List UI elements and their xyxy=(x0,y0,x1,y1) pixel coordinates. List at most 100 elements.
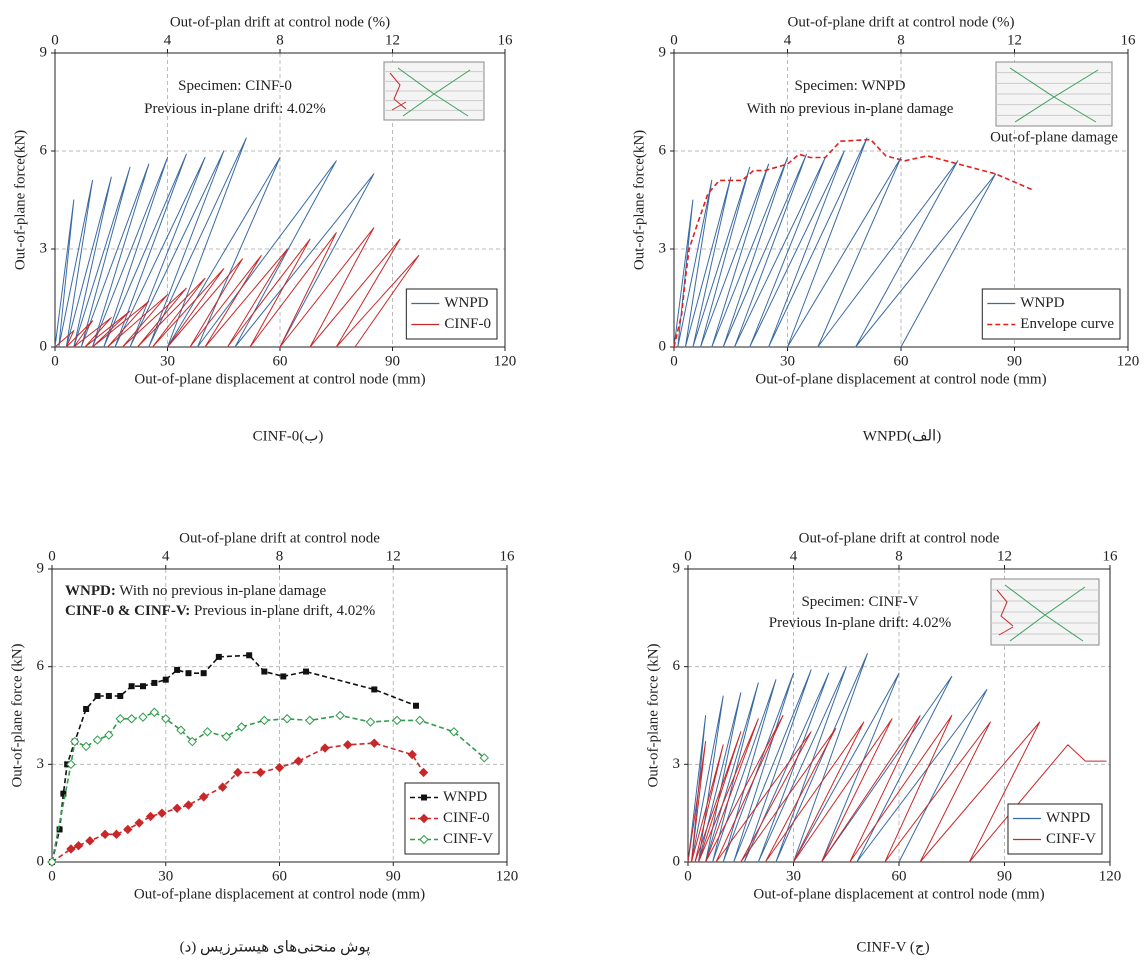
x-axis-label: Out-of-plane displacement at control nod… xyxy=(753,886,1044,902)
y-tick-label: 0 xyxy=(37,853,45,869)
annotation-part: With no previous in-plane damage xyxy=(116,583,327,599)
marker xyxy=(138,712,148,722)
series-line xyxy=(687,653,988,863)
x-tick-label: 30 xyxy=(158,868,173,884)
marker xyxy=(151,679,158,686)
legend: WNPD CINF-V xyxy=(1007,803,1103,855)
y-tick-label: 9 xyxy=(659,44,667,60)
series-line xyxy=(51,742,425,863)
annotation-part: With no previous in-plane damage xyxy=(747,101,954,117)
y-axis-label: Out-of-plane force (kN) xyxy=(9,643,25,787)
chart-panel: 0 30 60 90 120 0 4 8 12 16 0 3 6 9 Out-of-plane displa… xyxy=(9,530,518,955)
x-tick-label: 120 xyxy=(1099,868,1122,884)
annotation-part: WNPD: xyxy=(65,583,116,599)
x2-tick-label: 12 xyxy=(997,548,1012,564)
legend-label: CINF-0 xyxy=(443,810,490,826)
x2-tick-label: 4 xyxy=(790,548,798,564)
marker xyxy=(126,714,137,724)
series xyxy=(47,707,489,867)
annotation: Previous in-plane drift: 4.02% xyxy=(144,101,326,117)
marker xyxy=(274,762,285,773)
x2-tick-label: 12 xyxy=(1007,32,1022,48)
x-axis-label: Out-of-plane displacement at control nod… xyxy=(755,371,1046,387)
inset-crack xyxy=(397,67,471,117)
legend-marker xyxy=(419,813,429,824)
marker xyxy=(70,736,80,747)
legend: WNPD Envelope curve xyxy=(981,288,1121,340)
inset-sketch xyxy=(990,578,1100,646)
y-axis-label: Out-of-plane force(kN) xyxy=(631,130,647,270)
marker xyxy=(161,714,171,724)
legend-label: WNPD xyxy=(1020,295,1064,311)
x2-tick-label: 4 xyxy=(784,32,792,48)
legend: WNPD CINF-0 xyxy=(405,288,498,340)
marker xyxy=(94,692,101,699)
y-tick-label: 9 xyxy=(40,44,48,60)
marker xyxy=(320,743,330,753)
y-axis-label: Out-of-plane force(kN) xyxy=(12,130,28,270)
x-tick-label: 60 xyxy=(894,353,909,369)
y-tick-label: 6 xyxy=(659,142,667,158)
annotation: CINF-0 & CINF-V: Previous in-plane drift… xyxy=(65,603,375,619)
x2-tick-label: 0 xyxy=(684,548,692,564)
x2-tick-label: 12 xyxy=(385,32,400,48)
marker xyxy=(202,727,213,737)
x-tick-label: 30 xyxy=(780,353,795,369)
x-tick-label: 90 xyxy=(997,868,1012,884)
inset-crack xyxy=(1004,584,1086,642)
marker xyxy=(134,818,144,828)
x-tick-label: 120 xyxy=(496,868,519,884)
marker xyxy=(60,790,67,797)
x2-tick-label: 16 xyxy=(498,32,514,48)
legend-label: WNPD xyxy=(1046,810,1090,826)
marker xyxy=(343,740,353,750)
x-tick-label: 0 xyxy=(684,868,692,884)
y-tick-label: 3 xyxy=(659,240,667,256)
marker xyxy=(233,767,243,778)
x2-tick-label: 8 xyxy=(276,32,284,48)
marker xyxy=(83,705,90,712)
marker xyxy=(47,857,57,867)
x-tick-label: 90 xyxy=(385,353,400,369)
caption: CINF-V (ج) xyxy=(856,939,929,955)
annotation: Specimen: CINF-0 xyxy=(178,78,292,94)
x-tick-label: 30 xyxy=(160,353,175,369)
legend-box xyxy=(981,288,1121,340)
legend-label: CINF-V xyxy=(443,831,493,847)
annotation-part: Specimen: CINF-V xyxy=(801,594,918,610)
series xyxy=(687,715,1107,863)
x2-axis-label: Out-of-plane drift at control node xyxy=(179,530,380,546)
inset-crack xyxy=(996,589,1014,636)
y-tick-label: 3 xyxy=(673,756,681,772)
y-tick-label: 0 xyxy=(40,338,48,354)
y-tick-label: 6 xyxy=(673,658,681,674)
x-tick-label: 0 xyxy=(51,353,59,369)
inset-crack xyxy=(1009,67,1099,123)
chart-panel: 0 30 60 90 120 0 4 8 12 16 0 3 6 9 Out-of-plane displa… xyxy=(631,14,1139,444)
x-tick-label: 120 xyxy=(1117,353,1140,369)
y-tick-label: 9 xyxy=(37,560,45,576)
x-tick-label: 0 xyxy=(670,353,678,369)
marker xyxy=(236,722,247,732)
x2-tick-label: 16 xyxy=(500,548,516,564)
marker xyxy=(200,670,207,677)
marker xyxy=(81,741,91,752)
marker xyxy=(415,715,425,726)
series xyxy=(673,138,1034,348)
x2-axis-label: Out-of-plane drift at control node (%) xyxy=(788,14,1015,30)
series-line xyxy=(54,137,375,348)
marker xyxy=(280,673,287,680)
legend: WNPD CINF-0 CINF-V xyxy=(404,782,500,855)
inset-sketch: Out-of-plane damage xyxy=(990,61,1118,145)
marker xyxy=(123,824,133,835)
marker xyxy=(392,715,402,726)
marker xyxy=(217,782,228,792)
marker xyxy=(162,676,169,683)
annotation: Previous In-plane drift: 4.02% xyxy=(769,615,951,631)
marker xyxy=(259,715,270,726)
x2-tick-label: 8 xyxy=(897,32,905,48)
annotation-part: CINF-0 & CINF-V: xyxy=(65,603,190,619)
x-axis-label: Out-of-plane displacement at control nod… xyxy=(134,371,425,387)
marker xyxy=(187,736,197,747)
x-tick-label: 60 xyxy=(273,353,288,369)
